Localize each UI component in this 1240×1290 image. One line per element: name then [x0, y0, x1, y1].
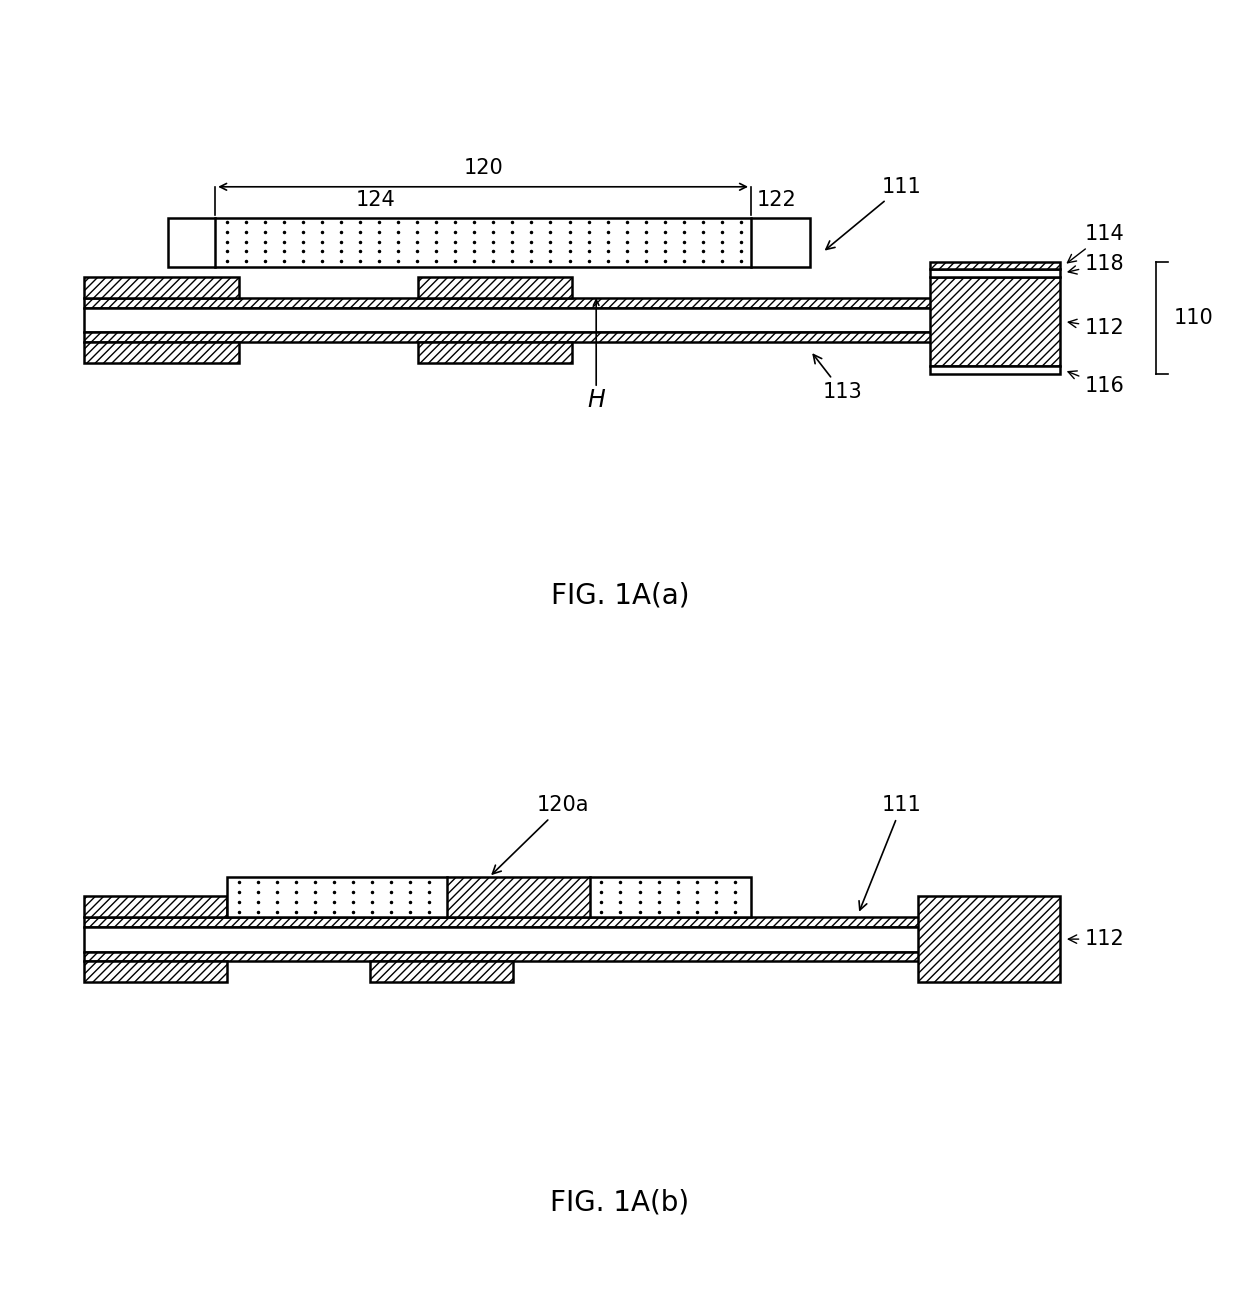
Bar — [167, 218, 811, 267]
Bar — [930, 366, 1060, 374]
Bar — [227, 877, 448, 917]
Bar — [84, 276, 239, 298]
Text: 110: 110 — [1173, 308, 1213, 328]
Bar — [227, 877, 751, 917]
Bar — [84, 961, 227, 983]
Bar — [418, 276, 573, 298]
Bar — [448, 877, 590, 917]
Text: 122: 122 — [756, 190, 796, 210]
Bar — [84, 926, 1001, 952]
Bar — [84, 342, 239, 364]
Bar — [930, 276, 1060, 366]
Bar — [84, 333, 1001, 342]
Text: FIG. 1A(b): FIG. 1A(b) — [551, 1188, 689, 1216]
Text: 113: 113 — [813, 355, 862, 402]
Bar — [418, 342, 573, 364]
Bar — [84, 917, 1001, 926]
Bar — [370, 895, 513, 917]
Bar — [930, 270, 1060, 276]
Bar — [216, 218, 751, 267]
Text: 112: 112 — [1069, 317, 1123, 338]
Bar — [84, 895, 227, 917]
Text: FIG. 1A(a): FIG. 1A(a) — [551, 582, 689, 609]
Bar — [370, 961, 513, 983]
Bar — [84, 307, 1001, 333]
Text: 114: 114 — [1068, 224, 1123, 263]
Text: 120: 120 — [464, 157, 503, 178]
Text: 120a: 120a — [492, 795, 589, 873]
Text: H: H — [588, 388, 605, 412]
Text: 112: 112 — [1069, 929, 1123, 949]
Bar — [930, 262, 1060, 270]
Bar — [751, 218, 811, 267]
Text: 116: 116 — [1068, 372, 1125, 396]
Text: 111: 111 — [859, 795, 921, 909]
Bar — [590, 877, 751, 917]
Bar — [84, 298, 1001, 307]
Text: 111: 111 — [826, 177, 921, 249]
Bar — [918, 895, 1060, 983]
Text: 118: 118 — [1068, 254, 1123, 273]
Bar — [84, 952, 1001, 961]
Bar — [167, 218, 216, 267]
Text: 124: 124 — [356, 190, 396, 210]
